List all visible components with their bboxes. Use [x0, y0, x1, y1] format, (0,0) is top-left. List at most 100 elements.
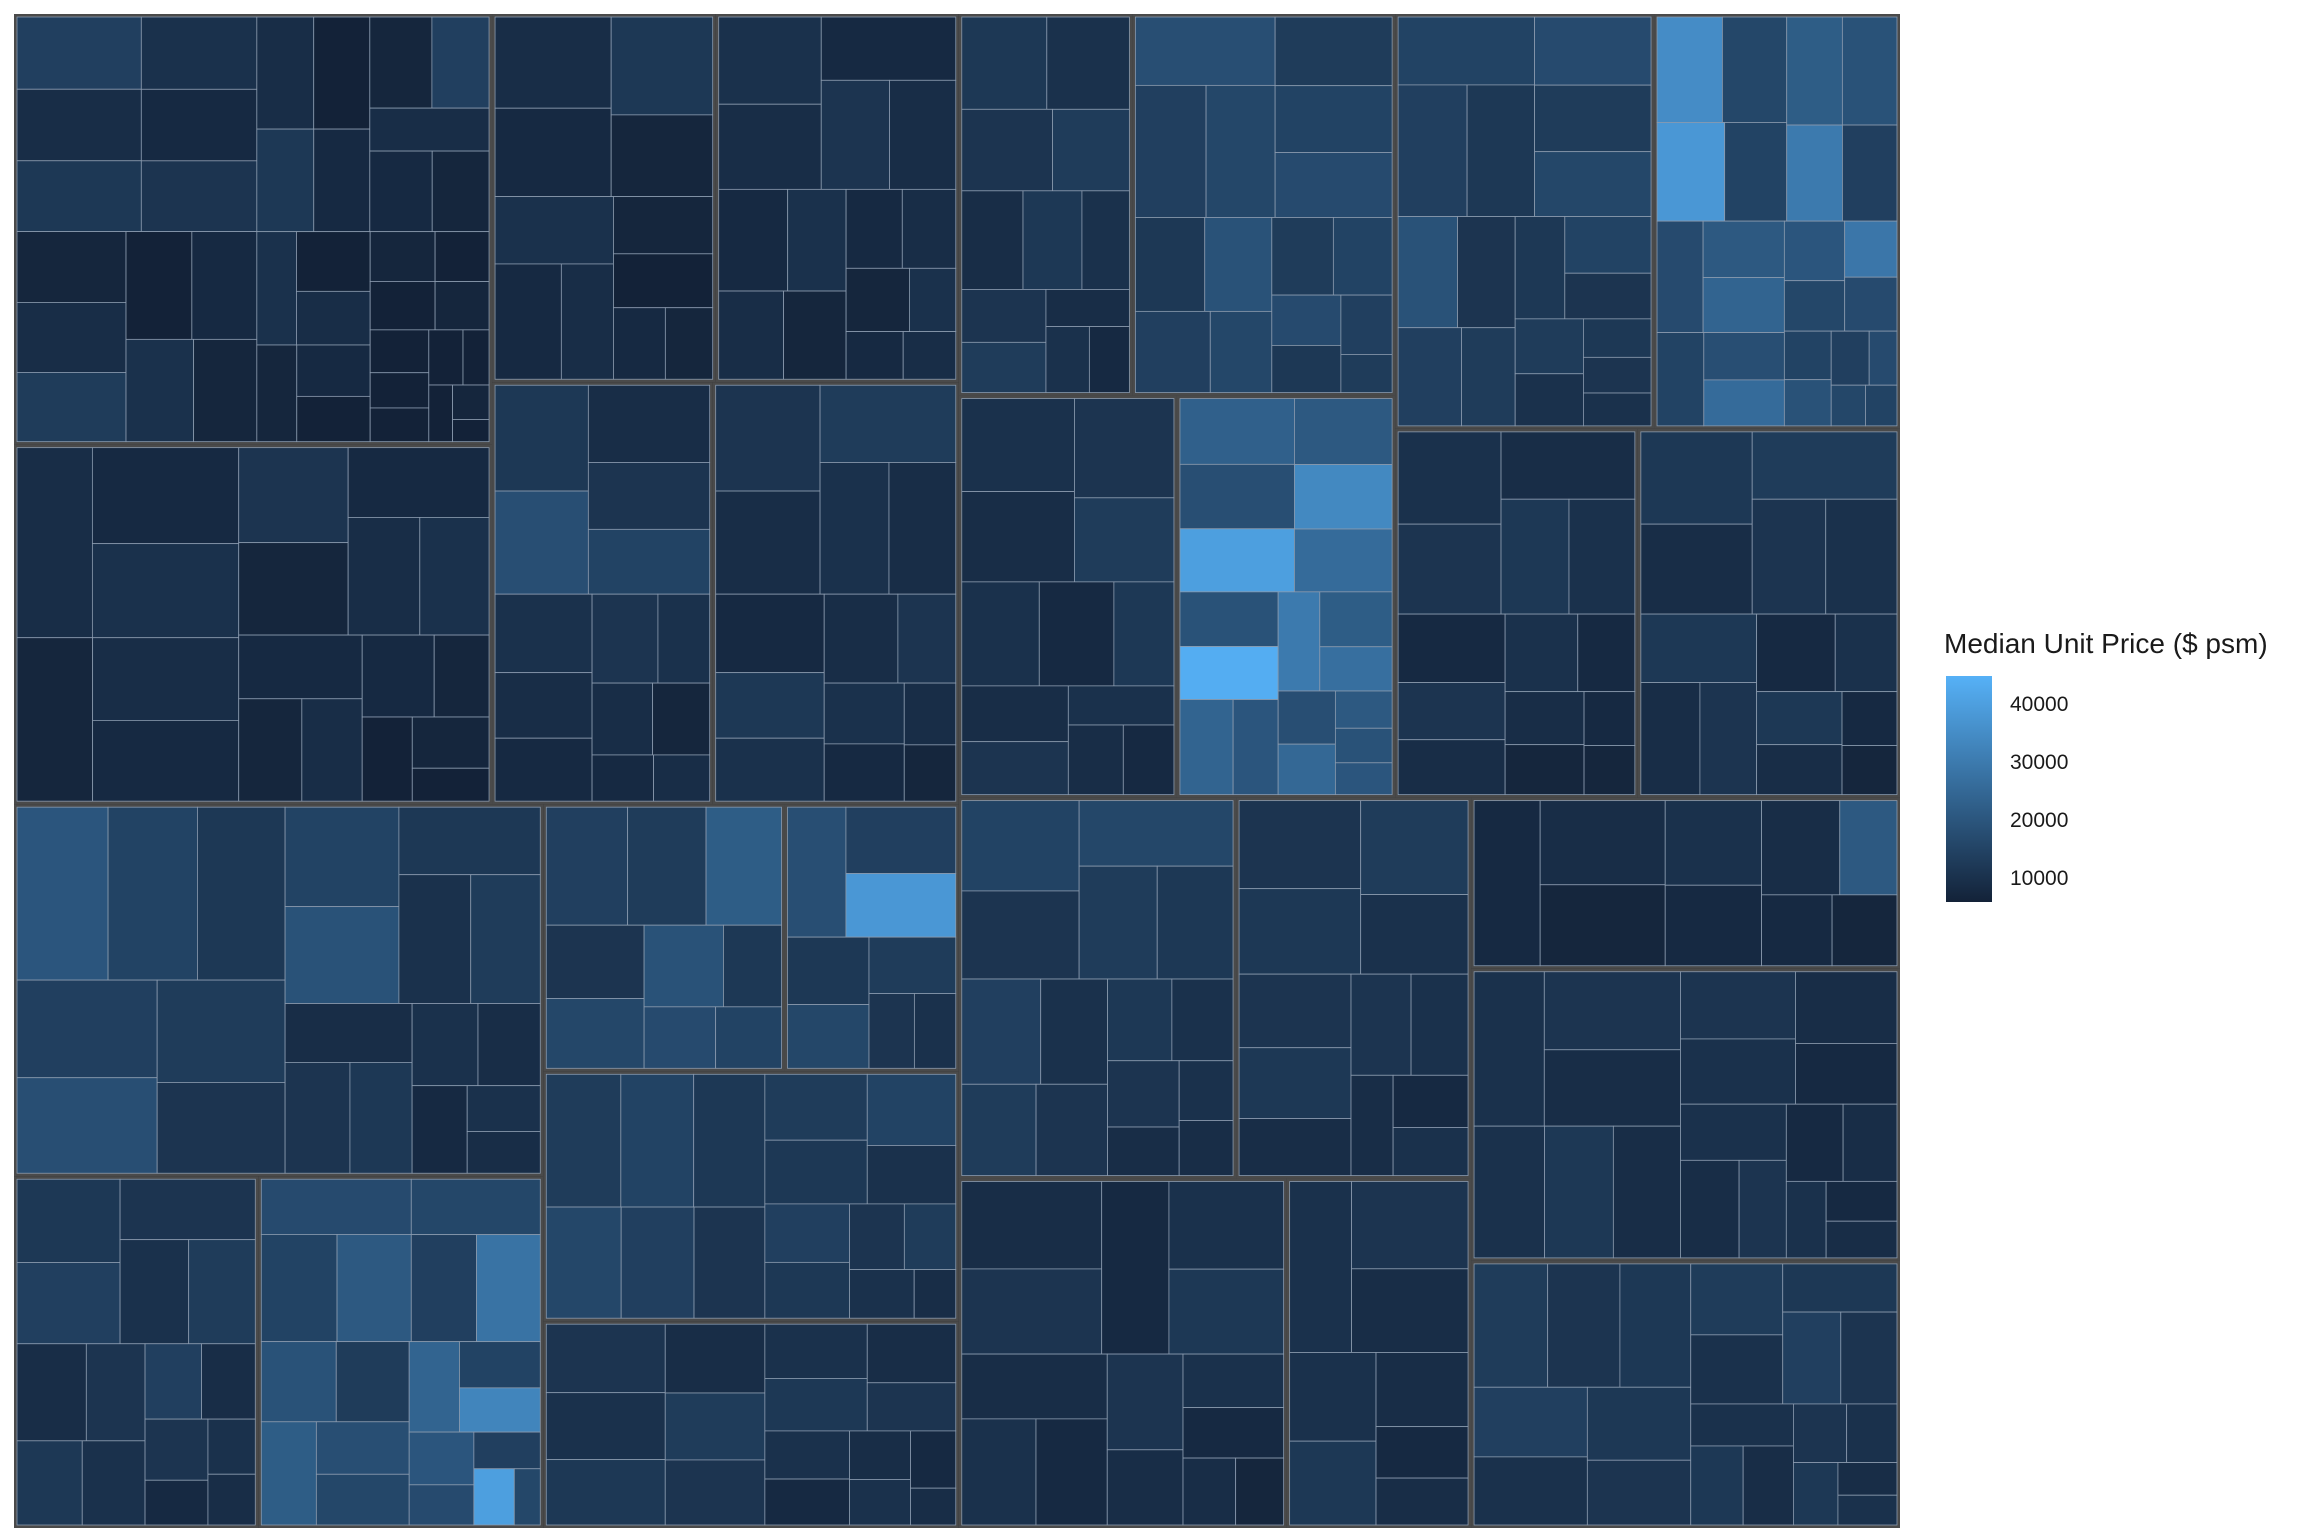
treemap-tile: [1397, 431, 1502, 525]
treemap-tile: [1178, 1060, 1234, 1121]
treemap-tile: [866, 1073, 957, 1146]
treemap-tile: [301, 698, 363, 802]
legend-tick-label: 40000: [2010, 692, 2069, 716]
treemap-tile: [494, 672, 593, 739]
treemap-tile: [1699, 682, 1758, 796]
treemap-tile: [238, 447, 349, 544]
treemap-tile: [1232, 699, 1279, 796]
treemap-tile: [1473, 800, 1541, 967]
treemap-tile: [652, 682, 711, 756]
treemap-tile: [256, 344, 298, 443]
treemap-tile: [849, 1269, 915, 1319]
treemap-tile: [613, 253, 714, 309]
treemap-tile: [1277, 743, 1336, 796]
treemap-tile: [1514, 373, 1584, 427]
treemap-tile: [16, 979, 158, 1079]
treemap-tile: [1334, 727, 1393, 764]
legend-colorbar: [1946, 676, 1992, 902]
treemap-tile: [913, 993, 957, 1069]
treemap-tile: [459, 1387, 541, 1433]
treemap-tile: [764, 1430, 850, 1480]
treemap-tile: [1289, 1181, 1352, 1353]
treemap-tile: [434, 281, 490, 331]
treemap-tile: [1410, 973, 1469, 1076]
treemap-tile: [296, 344, 371, 397]
treemap-tile: [92, 637, 240, 721]
treemap-tile: [587, 384, 711, 463]
treemap-tile: [1473, 1386, 1588, 1458]
treemap-tile: [1756, 691, 1843, 746]
treemap-tile: [1844, 276, 1898, 332]
treemap-tile: [260, 1341, 337, 1423]
treemap-tile: [494, 737, 593, 802]
treemap-tile: [494, 384, 589, 492]
treemap-tile: [1640, 523, 1753, 615]
treemap-tile: [369, 329, 430, 374]
treemap-tile: [140, 160, 258, 232]
treemap-tile: [1703, 332, 1785, 381]
treemap-group-g17: [1176, 395, 1396, 798]
treemap-tile: [591, 682, 654, 756]
treemap-tile: [718, 290, 785, 380]
color-legend: Median Unit Price ($ psm) 10000 20000 3000…: [1944, 628, 2284, 928]
treemap-tile: [961, 978, 1042, 1085]
treemap-tile: [819, 384, 957, 463]
treemap-tile: [961, 1181, 1103, 1270]
treemap-tile: [587, 462, 711, 530]
treemap-tile: [613, 307, 666, 380]
treemap-tile: [845, 188, 903, 269]
treemap-tile: [1844, 220, 1898, 278]
legend-tick-mark: [1992, 761, 2000, 764]
treemap-tile: [119, 1178, 256, 1241]
treemap-tile: [1793, 1462, 1839, 1526]
treemap-tile: [903, 744, 957, 802]
treemap-tile: [1500, 498, 1570, 615]
treemap-tile: [1539, 800, 1666, 886]
treemap-tile: [1583, 745, 1636, 796]
treemap-tile: [1583, 392, 1652, 427]
treemap-tile: [1392, 1127, 1469, 1176]
treemap-tile: [1640, 613, 1758, 683]
treemap-tile: [85, 1343, 146, 1442]
treemap-tile: [1751, 498, 1827, 615]
treemap-tile: [820, 16, 957, 81]
treemap-tile: [1046, 16, 1130, 110]
treemap-tile: [1294, 528, 1393, 593]
treemap-tile: [1840, 1311, 1898, 1405]
treemap-tile: [961, 741, 1069, 796]
treemap-tile: [866, 1145, 957, 1205]
treemap-tile: [156, 1082, 286, 1174]
treemap-tile: [961, 890, 1080, 980]
treemap-group-g27: [1471, 968, 1900, 1261]
treemap-tile: [1238, 1118, 1352, 1176]
treemap-tile: [156, 979, 286, 1083]
treemap-tile: [1319, 591, 1393, 648]
treemap-tile: [207, 1418, 256, 1475]
treemap-tile: [431, 16, 490, 109]
treemap-tile: [1834, 613, 1898, 693]
treemap-tile: [1690, 1403, 1794, 1447]
treemap-tile: [1664, 800, 1762, 886]
treemap-tile: [545, 1459, 666, 1526]
treemap-tile: [1514, 318, 1584, 375]
treemap-tile: [433, 634, 490, 718]
treemap-tile: [256, 128, 315, 233]
treemap-tile: [513, 1468, 541, 1526]
treemap-tile: [1461, 327, 1516, 427]
treemap-tile: [715, 672, 825, 739]
treemap-plot-area: [14, 14, 1900, 1528]
treemap-tile: [1168, 1268, 1285, 1355]
treemap-tile: [1473, 1263, 1549, 1388]
treemap-group-g15: [1132, 14, 1396, 396]
treemap-tile: [1586, 1386, 1692, 1461]
treemap-tile: [193, 338, 258, 443]
treemap-tile: [466, 1131, 541, 1174]
treemap-tile: [431, 150, 490, 233]
treemap-tile: [1122, 724, 1175, 796]
treemap-tile: [91, 543, 240, 639]
treemap-tile: [1761, 894, 1833, 967]
treemap-tile: [1397, 84, 1468, 217]
treemap-tile: [613, 196, 714, 255]
treemap-tile: [764, 1139, 868, 1205]
treemap-tile: [1577, 613, 1636, 693]
